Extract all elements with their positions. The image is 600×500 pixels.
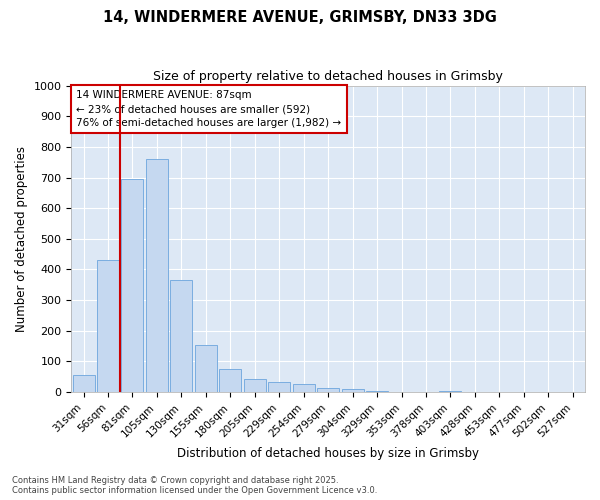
Title: Size of property relative to detached houses in Grimsby: Size of property relative to detached ho… (153, 70, 503, 83)
Bar (439, 391, 461, 392)
Bar (268, 382, 290, 392)
Bar (317, 388, 339, 392)
Bar (219, 369, 241, 392)
Text: 14 WINDERMERE AVENUE: 87sqm
← 23% of detached houses are smaller (592)
76% of se: 14 WINDERMERE AVENUE: 87sqm ← 23% of det… (76, 90, 341, 128)
Bar (341, 389, 364, 392)
Bar (293, 384, 314, 392)
Bar (195, 344, 217, 392)
Bar (121, 179, 143, 392)
Bar (97, 260, 119, 392)
Bar (366, 391, 388, 392)
X-axis label: Distribution of detached houses by size in Grimsby: Distribution of detached houses by size … (177, 447, 479, 460)
Text: 14, WINDERMERE AVENUE, GRIMSBY, DN33 3DG: 14, WINDERMERE AVENUE, GRIMSBY, DN33 3DG (103, 10, 497, 25)
Bar (244, 379, 266, 392)
Bar (170, 280, 193, 392)
Bar (73, 375, 95, 392)
Bar (146, 159, 168, 392)
Text: Contains HM Land Registry data © Crown copyright and database right 2025.
Contai: Contains HM Land Registry data © Crown c… (12, 476, 377, 495)
Y-axis label: Number of detached properties: Number of detached properties (15, 146, 28, 332)
